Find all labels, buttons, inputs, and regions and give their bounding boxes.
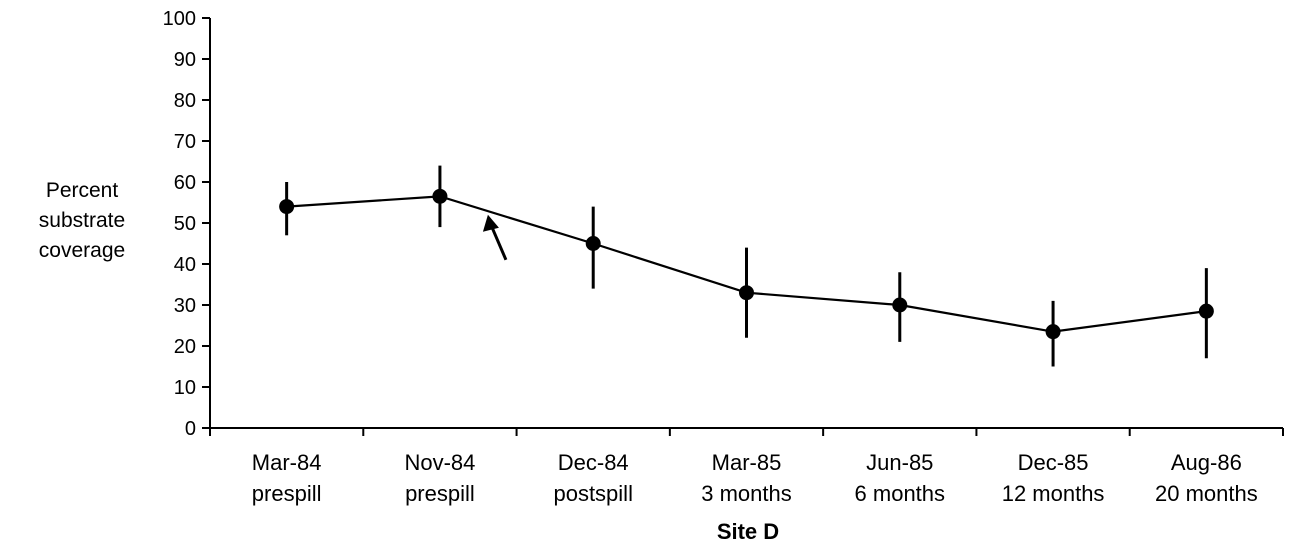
y-axis-label-line: substrate	[39, 209, 125, 232]
y-tick-label: 40	[174, 254, 196, 276]
x-category-label: Dec-85	[1018, 450, 1089, 475]
x-category-label: Jun-85	[866, 450, 933, 475]
x-category-sublabel: 3 months	[701, 481, 792, 506]
x-category-label: Dec-84	[558, 450, 629, 475]
y-axis-label-line: coverage	[39, 239, 125, 262]
data-point	[739, 285, 754, 301]
spill-arrow-annotation	[482, 214, 508, 261]
x-category-sublabel: postspill	[553, 481, 632, 506]
y-tick-label: 60	[174, 172, 196, 194]
y-tick-label: 20	[174, 336, 196, 358]
y-tick-label: 90	[174, 49, 196, 71]
arrow-shaft	[489, 224, 508, 261]
error-bars	[285, 165, 1208, 367]
y-tick-label: 10	[174, 377, 196, 399]
data-point	[1045, 324, 1061, 340]
y-axis-label-line: Percent	[46, 179, 119, 202]
y-tick-label: 0	[185, 418, 196, 440]
x-category-label: Aug-86	[1171, 450, 1242, 475]
y-tick-label: 100	[163, 8, 196, 30]
x-axis-label: Site D	[717, 519, 779, 544]
y-tick-label: 80	[174, 90, 196, 112]
data-point	[432, 188, 448, 204]
x-category-label: Mar-85	[712, 450, 782, 475]
y-tick-label: 30	[174, 295, 196, 317]
data-point	[585, 236, 601, 251]
arrow-head	[482, 214, 499, 232]
data-point	[279, 199, 295, 215]
x-category-label: Mar-84	[252, 450, 322, 475]
x-category-sublabel: 20 months	[1155, 481, 1258, 506]
x-category-label: Nov-84	[404, 450, 475, 475]
x-category-sublabel: 12 months	[1002, 481, 1105, 506]
x-ticks: Mar-84 prespill Nov-84 prespill Dec-84 postsp…	[209, 428, 1284, 506]
y-ticks: 0 10 20 30 40 50 60 70 80 90 100	[163, 8, 210, 440]
y-tick-label: 70	[174, 131, 196, 153]
axes	[209, 18, 1283, 429]
data-points	[279, 188, 1214, 340]
y-axis-label: Percent substrate coverage	[39, 179, 125, 262]
y-tick-label: 50	[174, 213, 196, 235]
data-point	[1198, 303, 1214, 319]
x-category-sublabel: prespill	[405, 481, 475, 506]
data-point	[892, 297, 908, 313]
x-category-sublabel: 6 months	[855, 481, 946, 506]
x-category-sublabel: prespill	[252, 481, 322, 506]
